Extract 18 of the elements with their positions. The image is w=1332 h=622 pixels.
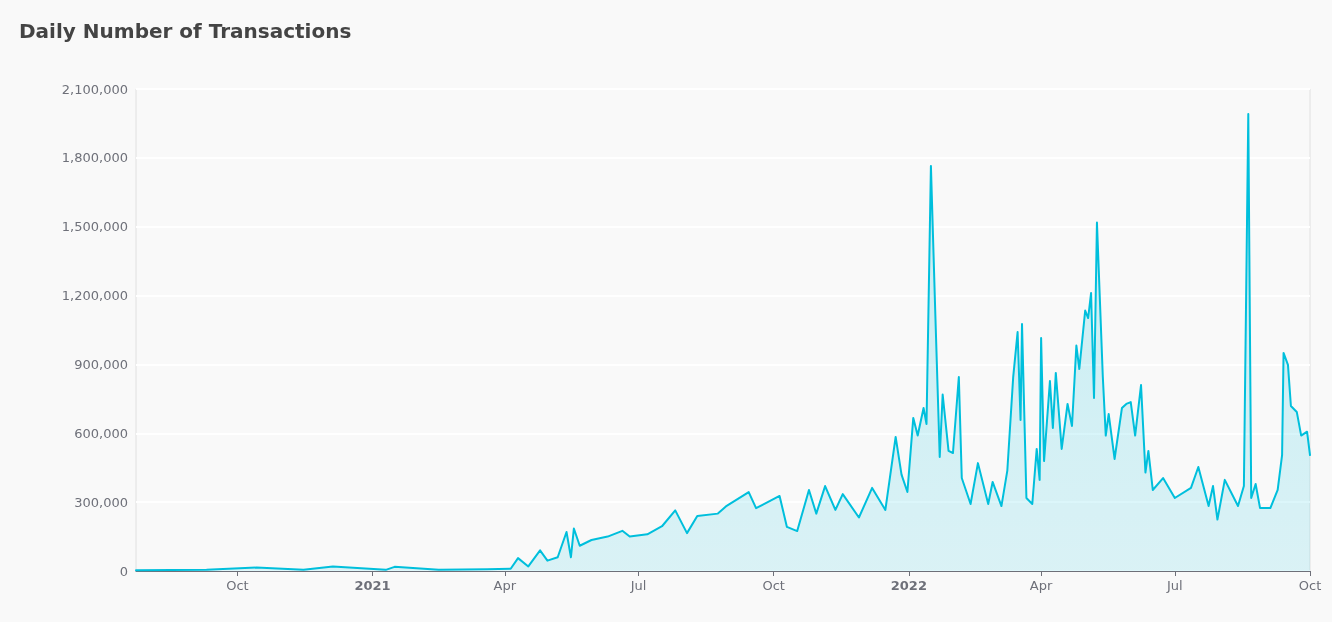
x-tick-label: Oct <box>226 578 249 593</box>
x-tick-label: Jul <box>1165 578 1183 593</box>
x-tick-label: Apr <box>1029 578 1054 593</box>
y-tick-label: 1,200,000 <box>61 288 128 304</box>
y-tick-label: 2,100,000 <box>61 81 128 97</box>
x-tick-label: Oct <box>1298 578 1322 593</box>
x-tick-label: 2021 <box>354 578 391 593</box>
y-tick-label: 1,500,000 <box>61 219 128 235</box>
chart-title: Daily Number of Transactions <box>19 19 352 43</box>
x-tick-label: Apr <box>493 578 517 593</box>
x-tick-label: Jul <box>629 578 647 593</box>
y-tick-label: 900,000 <box>74 356 128 372</box>
y-tick-label: 0 <box>119 563 128 579</box>
x-tick-label: Oct <box>762 578 785 593</box>
x-tick-label: 2022 <box>890 578 927 593</box>
y-tick-label: 300,000 <box>74 494 128 510</box>
y-tick-label: 1,800,000 <box>61 150 128 166</box>
y-tick-label: 600,000 <box>74 425 128 441</box>
